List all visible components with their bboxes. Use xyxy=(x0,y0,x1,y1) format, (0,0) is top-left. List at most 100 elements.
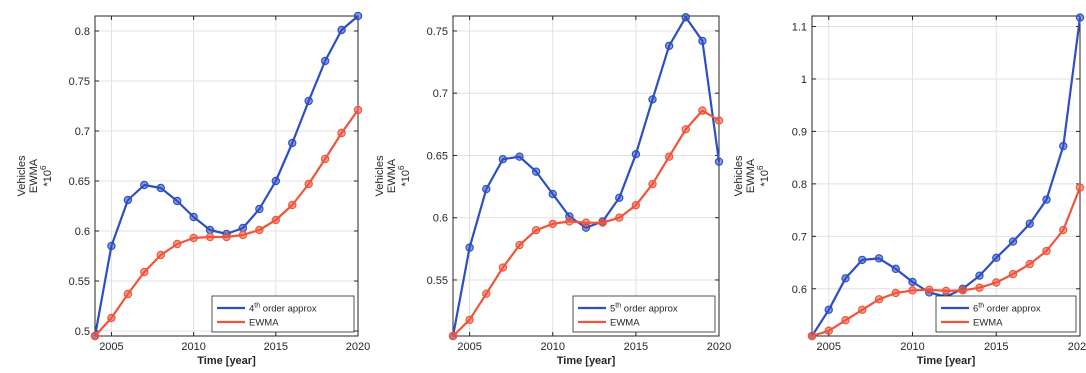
x-tick-label: 2005 xyxy=(817,341,841,353)
data-point-ewma xyxy=(255,225,264,235)
data-point-ewma xyxy=(908,286,917,295)
y-tick-label: 0.7 xyxy=(75,126,90,138)
data-point-ewma xyxy=(222,232,231,242)
legend-label-main: 6 xyxy=(973,304,978,315)
y-tick-label: 0.75 xyxy=(69,76,90,88)
data-point-ewma xyxy=(958,286,967,295)
y-tick-label: 0.5 xyxy=(75,326,90,338)
data-point-ewma xyxy=(615,213,624,222)
data-point-approx xyxy=(531,167,541,176)
data-point-ewma xyxy=(482,289,491,298)
y-exponent-power: 6 xyxy=(39,165,48,170)
data-point-approx xyxy=(238,223,248,233)
y-tick-label: 0.65 xyxy=(69,176,90,188)
data-point-ewma xyxy=(123,289,133,299)
data-point-ewma xyxy=(581,218,591,227)
y-exponent-label: *106 xyxy=(397,165,412,187)
y-tick-label: 0.9 xyxy=(792,126,807,138)
y-tick-label: 0.8 xyxy=(792,179,807,191)
y-tick-label: 0.8 xyxy=(75,26,90,38)
axes-box xyxy=(452,15,720,337)
legend-label-ewma: EWMA xyxy=(249,318,279,329)
data-point-ewma xyxy=(925,285,934,295)
data-point-approx xyxy=(891,264,900,274)
data-point-ewma xyxy=(140,267,149,277)
data-point-approx xyxy=(615,193,624,202)
data-point-ewma xyxy=(156,250,165,260)
y-axis-label-line1: Vehicles xyxy=(16,155,28,196)
x-tick-label: 2005 xyxy=(457,341,481,353)
legend-label-ewma: EWMA xyxy=(973,318,1003,329)
data-point-approx xyxy=(631,150,641,159)
data-point-ewma xyxy=(1042,246,1051,256)
series-line-approx xyxy=(93,15,359,337)
data-point-approx xyxy=(255,204,264,214)
x-tick-label: 2015 xyxy=(984,341,1008,353)
legend-label-ewma: EWMA xyxy=(610,318,640,329)
x-tick-label: 2015 xyxy=(264,341,288,353)
data-point-approx xyxy=(288,138,297,148)
data-point-approx xyxy=(874,254,884,263)
data-point-ewma xyxy=(515,240,524,250)
legend-label-rest: order approx xyxy=(984,304,1041,315)
y-axis-label: Vehicles EWMA *106 xyxy=(374,155,412,196)
x-tick-label: 2010 xyxy=(541,341,565,353)
data-point-ewma xyxy=(205,232,215,242)
data-point-approx xyxy=(498,154,508,164)
data-point-ewma xyxy=(1025,259,1034,269)
data-point-approx xyxy=(841,274,850,283)
data-point-ewma xyxy=(353,105,363,115)
data-point-ewma xyxy=(189,233,198,243)
data-point-ewma xyxy=(681,125,690,134)
y-axis-label-line1: Vehicles xyxy=(733,155,745,196)
data-point-approx xyxy=(824,305,833,314)
data-point-ewma xyxy=(498,263,508,272)
legend-label-approx: 5th order approx xyxy=(610,303,678,315)
legend-label-main: EWMA xyxy=(973,318,1003,329)
data-point-ewma xyxy=(1075,183,1085,192)
x-tick-label: 2020 xyxy=(707,341,731,353)
legend-label-main: EWMA xyxy=(249,318,279,329)
data-point-approx xyxy=(1042,195,1051,204)
data-point-approx xyxy=(140,180,149,190)
data-point-ewma xyxy=(1008,269,1018,279)
data-point-ewma xyxy=(824,326,833,335)
data-point-ewma xyxy=(465,315,474,325)
y-tick-label: 0.6 xyxy=(792,284,807,296)
data-point-approx xyxy=(205,225,215,235)
axes-box xyxy=(94,15,359,337)
data-point-ewma xyxy=(337,128,346,138)
data-point-ewma xyxy=(714,116,724,125)
data-point-approx xyxy=(172,196,182,206)
data-point-ewma xyxy=(548,219,557,229)
data-point-approx xyxy=(515,152,524,161)
data-point-ewma xyxy=(448,331,458,341)
x-tick-label: 2015 xyxy=(624,341,648,353)
x-tick-label: 2020 xyxy=(346,341,370,353)
data-point-approx xyxy=(908,277,917,287)
y-exponent-base: *10 xyxy=(400,170,412,187)
y-axis-label-line2: EWMA xyxy=(745,158,757,193)
legend-box xyxy=(211,295,355,333)
y-tick-label: 1.1 xyxy=(792,21,807,33)
legend-label-approx: 4th order approx xyxy=(249,303,317,315)
y-exponent-label: *106 xyxy=(39,165,54,187)
data-point-ewma xyxy=(531,225,541,235)
data-point-ewma xyxy=(90,331,100,341)
y-tick-label: 0.65 xyxy=(427,150,448,162)
data-point-ewma xyxy=(271,215,281,225)
y-exponent-power: 6 xyxy=(397,165,406,170)
data-point-approx xyxy=(320,56,330,66)
y-tick-label: 0.6 xyxy=(433,213,448,225)
legend-label-sup: th xyxy=(254,303,260,310)
y-axis-label-line1: Vehicles xyxy=(374,155,386,196)
legend-box xyxy=(572,295,716,333)
data-point-ewma xyxy=(941,286,951,296)
data-point-approx xyxy=(664,41,674,51)
legend: 5th order approx EWMA xyxy=(572,295,716,333)
legend: 4th order approx EWMA xyxy=(211,295,355,333)
data-point-approx xyxy=(1025,219,1034,228)
data-point-ewma xyxy=(565,217,574,226)
y-axis-label-line2: EWMA xyxy=(28,158,40,193)
